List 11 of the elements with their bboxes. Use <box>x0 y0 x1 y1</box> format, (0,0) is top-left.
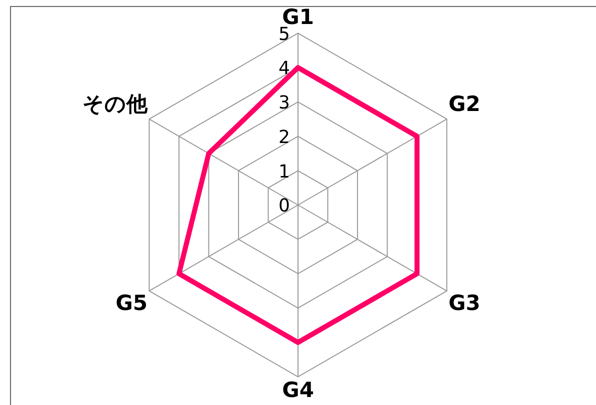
y-tick-label: 1 <box>278 161 290 182</box>
spoke-label: G2 <box>448 92 480 116</box>
spoke-label: G4 <box>282 378 314 402</box>
spoke-label: G5 <box>116 290 148 315</box>
y-tick-label: 3 <box>278 92 290 114</box>
spoke-label: その他 <box>82 92 148 116</box>
y-tick-label: 0 <box>278 196 290 217</box>
y-tick-label: 5 <box>278 24 290 45</box>
y-tick-label: 2 <box>278 126 290 148</box>
spoke-label: G3 <box>448 290 480 315</box>
y-tick-label: 4 <box>278 58 290 80</box>
